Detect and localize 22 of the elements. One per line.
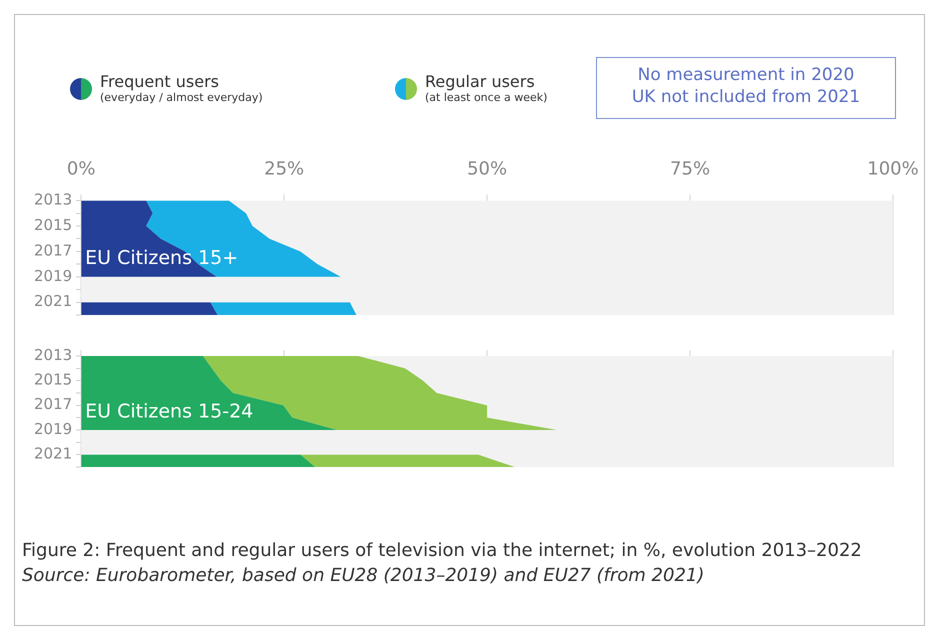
y-tick-label: 2021 bbox=[34, 444, 72, 463]
text: No measurement in 2020 UK not included from 2021 bbox=[596, 57, 896, 119]
legend-label: Frequent users (everyday / almost everyday) bbox=[100, 72, 263, 104]
source-note: Source: Eurobarometer, based on EU28 (2013–2019) and EU27 (from 2021) bbox=[22, 564, 706, 588]
y-tick-label: 2013 bbox=[34, 190, 72, 208]
text: EU Citizens 15+ bbox=[85, 247, 238, 270]
x-tick-label: 100% bbox=[867, 158, 919, 180]
x-tick-label: 0% bbox=[66, 158, 96, 180]
y-tick-label: 2017 bbox=[34, 395, 72, 414]
x-tick-label: 25% bbox=[264, 158, 304, 180]
text: EU Citizens 15-24 bbox=[85, 400, 254, 423]
x-tick-label: 50% bbox=[467, 158, 508, 180]
y-tick-label: 2017 bbox=[34, 241, 72, 260]
y-tick-label: 2015 bbox=[34, 216, 72, 234]
y-tick-label: 2019 bbox=[34, 420, 72, 438]
legend-label: Regular users (at least once a week) bbox=[425, 72, 548, 104]
y-tick-label: 2021 bbox=[34, 292, 72, 310]
y-tick-label: 2013 bbox=[34, 346, 72, 364]
x-tick-label: 75% bbox=[670, 158, 710, 180]
y-tick-label: 2015 bbox=[34, 370, 72, 389]
caption: Figure 2: Frequent and regular users of television via the internet; in %, evolution 2013–2022 bbox=[22, 539, 863, 563]
y-tick-label: 2019 bbox=[34, 266, 72, 285]
